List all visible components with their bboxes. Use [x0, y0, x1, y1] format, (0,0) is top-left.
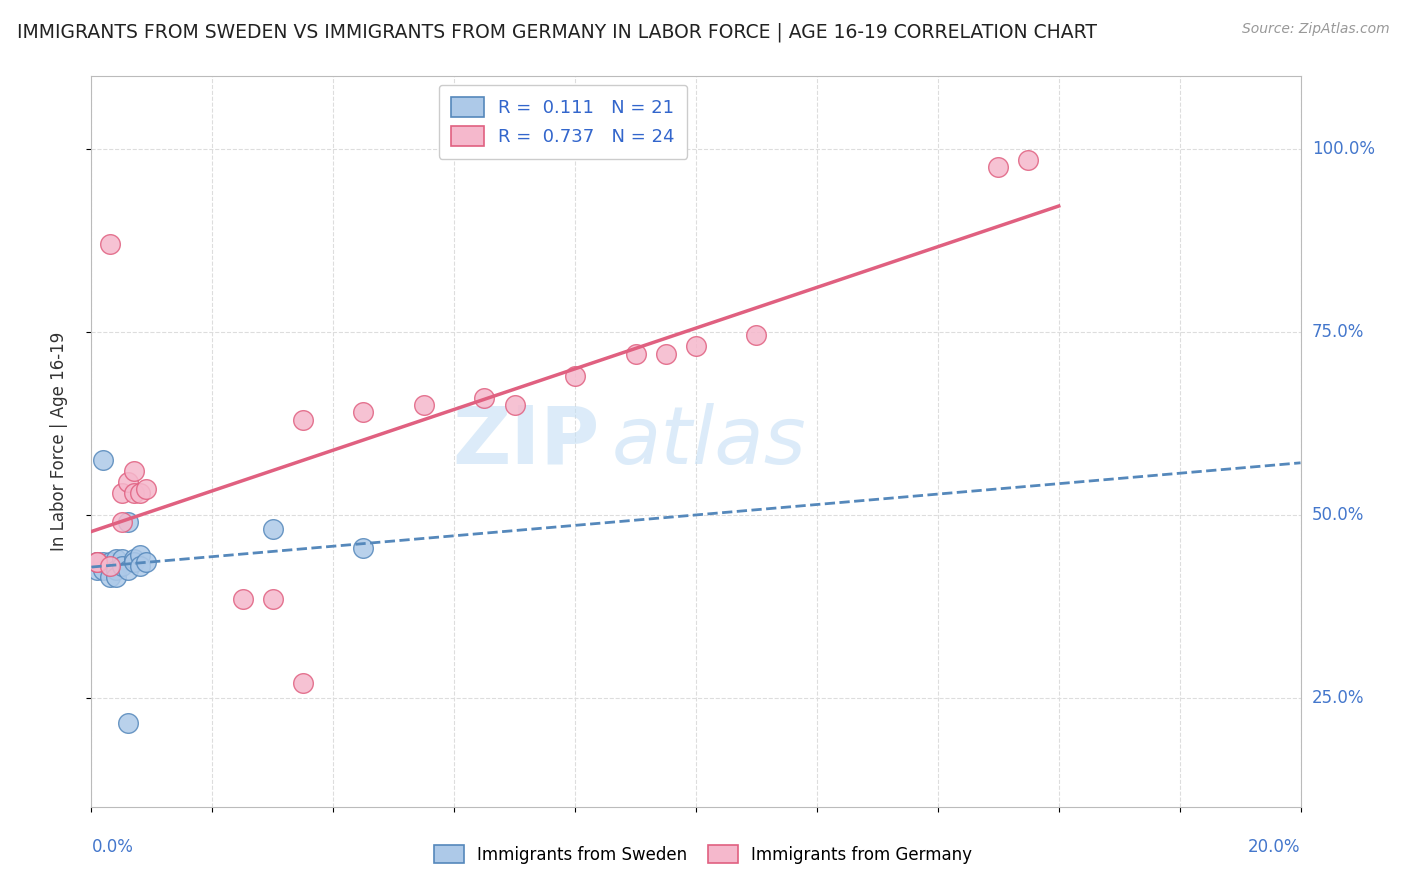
Point [117, 563, 139, 577]
Point [98, 570, 121, 584]
Point [98, 555, 121, 569]
Point [352, 405, 374, 419]
Point [104, 570, 127, 584]
Point [122, 555, 145, 569]
Text: ZIP: ZIP [451, 402, 599, 481]
Point [292, 412, 315, 426]
Text: atlas: atlas [612, 402, 806, 481]
Point [93, 563, 115, 577]
Text: 25.0%: 25.0% [1312, 689, 1364, 706]
Point [135, 555, 157, 569]
Point [654, 347, 676, 361]
Point [86, 555, 108, 569]
Point [111, 558, 132, 573]
Point [135, 482, 157, 496]
Point [117, 475, 139, 489]
Text: Source: ZipAtlas.com: Source: ZipAtlas.com [1241, 22, 1389, 37]
Point [98, 558, 121, 573]
Y-axis label: In Labor Force | Age 16-19: In Labor Force | Age 16-19 [49, 332, 67, 551]
Point [111, 485, 132, 500]
Point [122, 485, 145, 500]
Point [503, 398, 526, 412]
Text: IMMIGRANTS FROM SWEDEN VS IMMIGRANTS FROM GERMANY IN LABOR FORCE | AGE 16-19 COR: IMMIGRANTS FROM SWEDEN VS IMMIGRANTS FRO… [17, 22, 1097, 42]
Text: 0.0%: 0.0% [91, 838, 134, 855]
Point [122, 551, 145, 566]
Point [98, 558, 121, 573]
Point [685, 339, 707, 353]
Legend: Immigrants from Sweden, Immigrants from Germany: Immigrants from Sweden, Immigrants from … [427, 838, 979, 871]
Point [472, 391, 495, 405]
Point [93, 453, 115, 467]
Point [86, 555, 108, 569]
Point [98, 237, 121, 252]
Text: 100.0%: 100.0% [1312, 140, 1375, 158]
Point [111, 551, 132, 566]
Point [117, 716, 139, 731]
Legend: R =  0.111   N = 21, R =  0.737   N = 24: R = 0.111 N = 21, R = 0.737 N = 24 [439, 85, 688, 159]
Point [413, 398, 436, 412]
Text: 20.0%: 20.0% [1249, 838, 1301, 855]
Text: 50.0%: 50.0% [1312, 506, 1364, 524]
Point [352, 541, 374, 555]
Point [128, 485, 150, 500]
Point [128, 558, 150, 573]
Point [564, 368, 586, 383]
Point [745, 328, 768, 343]
Point [987, 161, 1010, 175]
Point [111, 515, 132, 529]
Point [93, 555, 115, 569]
Point [624, 347, 647, 361]
Point [231, 591, 253, 606]
Point [128, 548, 150, 562]
Text: 75.0%: 75.0% [1312, 323, 1364, 341]
Point [262, 591, 284, 606]
Point [122, 464, 145, 478]
Point [86, 563, 108, 577]
Point [86, 555, 108, 569]
Point [104, 551, 127, 566]
Point [104, 563, 127, 577]
Point [1018, 153, 1040, 167]
Point [262, 522, 284, 536]
Point [292, 676, 315, 690]
Point [117, 515, 139, 529]
